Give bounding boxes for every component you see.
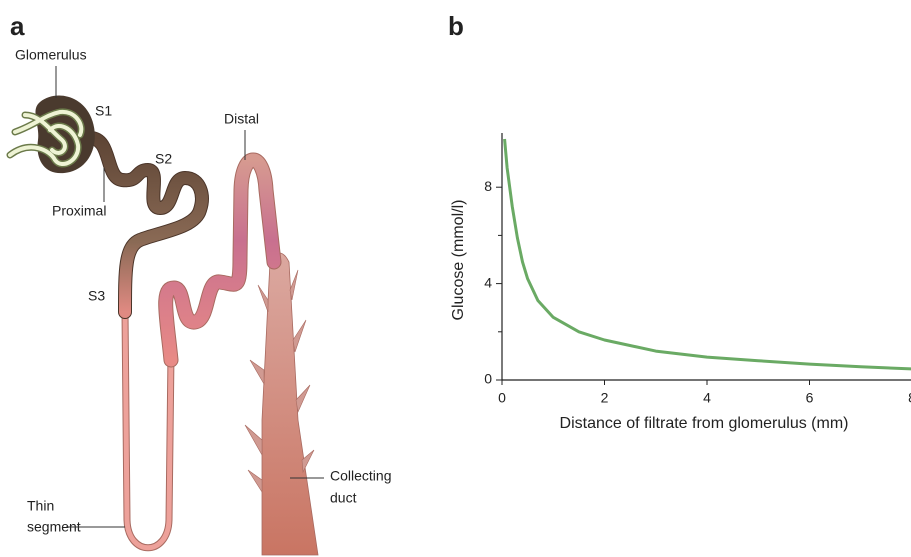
x-tick-label: 4 (703, 390, 711, 406)
x-tick-label: 2 (601, 390, 609, 406)
panel-letter: a (10, 11, 25, 41)
data-line (503, 138, 911, 371)
label: Distal (224, 111, 259, 127)
y-tick-label: 0 (484, 371, 492, 387)
x-tick-label: 8 (908, 390, 911, 406)
label: segment (27, 519, 81, 535)
y-axis-label: Glucose (mmol/l) (450, 200, 467, 321)
x-axis-label: Distance of filtrate from glomerulus (mm… (560, 415, 849, 432)
x-tick-label: 0 (498, 390, 506, 406)
collecting-duct (261, 252, 319, 556)
panel-letter: b (448, 11, 464, 41)
thin-segment-fill (122, 311, 174, 551)
label: S1 (95, 103, 112, 119)
label: Collecting (330, 468, 391, 484)
ascending-limb (158, 152, 282, 368)
label: Proximal (52, 203, 106, 219)
proximal-tubule-fill (84, 132, 208, 318)
label: S3 (88, 288, 105, 304)
chart: b 0 4 8 0 2 4 6 8 Distance of filtrate from glom… (448, 11, 911, 432)
label: duct (330, 490, 357, 506)
label: Glomerulus (15, 47, 87, 63)
label: Thin (27, 498, 54, 514)
duct-spikes (244, 269, 315, 494)
y-tick-label: 8 (484, 178, 492, 194)
y-tick-label: 4 (484, 274, 492, 290)
ascending-limb-fill (159, 153, 281, 367)
x-tick-label: 6 (806, 390, 814, 406)
glomerulus-capillaries-light (8, 109, 84, 166)
nephron-diagram: a Glomerulus S1 S2 Proximal Dista (6, 11, 391, 556)
label: S2 (155, 151, 172, 167)
